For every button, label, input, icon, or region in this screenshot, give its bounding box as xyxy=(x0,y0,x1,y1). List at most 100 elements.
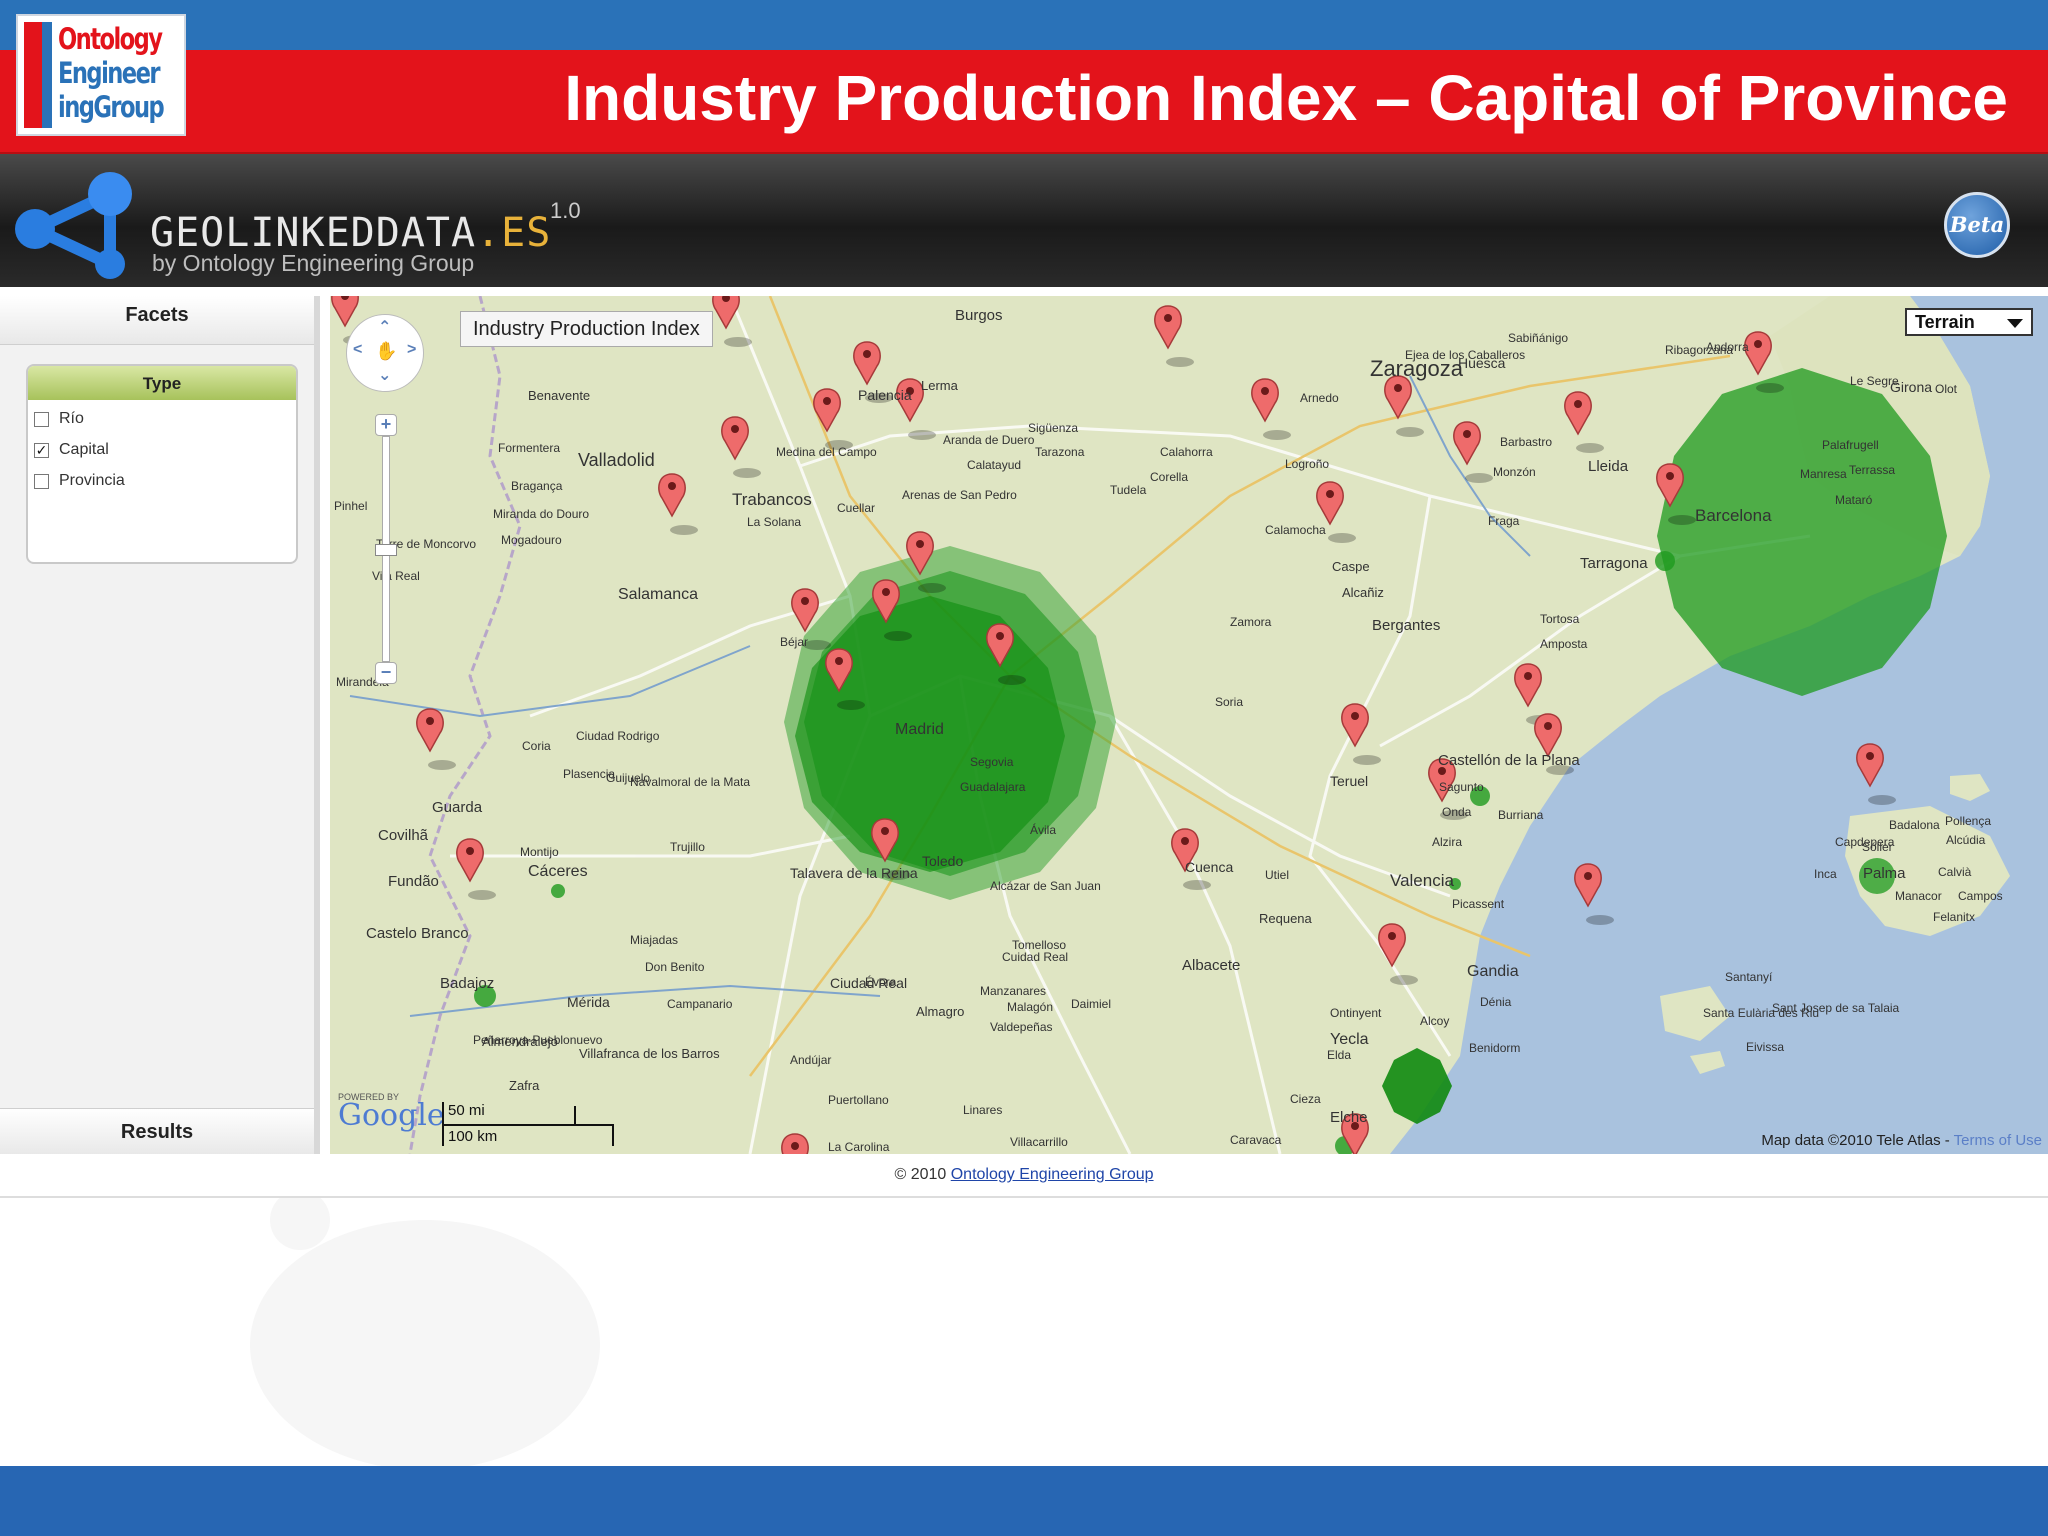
map-canvas[interactable]: Zaragoza Valladolid Barcelona Madrid Salaman… xyxy=(330,296,2048,1154)
capital-marker-pin-icon[interactable] xyxy=(721,416,761,478)
capital-marker-pin-icon[interactable] xyxy=(1341,1113,1381,1154)
city-label: Alcázar de San Juan xyxy=(990,879,1101,893)
capital-marker-pin-icon[interactable] xyxy=(781,1133,821,1154)
ipi-circle-castellon[interactable] xyxy=(1470,786,1490,806)
city-label: Tarragona xyxy=(1580,555,1648,572)
city-label: Calatayud xyxy=(967,458,1021,472)
results-header[interactable]: Results xyxy=(0,1108,314,1155)
capital-marker-pin-icon[interactable] xyxy=(896,378,936,440)
city-label: Zaragoza xyxy=(1370,356,1464,381)
capital-marker-pin-icon[interactable] xyxy=(872,579,912,641)
ipi-circles xyxy=(474,368,1947,1154)
city-label: Huesca xyxy=(1458,355,1506,371)
map-type-dropdown[interactable]: Terrain xyxy=(1905,308,2033,336)
capital-marker-pin-icon[interactable] xyxy=(871,818,911,880)
capital-marker-pin-icon[interactable] xyxy=(1534,713,1574,775)
pan-right-icon[interactable]: > xyxy=(407,341,417,358)
checkbox-rio[interactable] xyxy=(34,411,49,427)
capital-marker-pin-icon[interactable] xyxy=(1378,923,1418,985)
map-type-value: Terrain xyxy=(1915,312,1975,332)
facet-option-provincia[interactable]: Provincia xyxy=(34,468,125,494)
city-label: Torre de Moncorvo xyxy=(376,537,476,551)
logo-line-2: Engineer xyxy=(58,56,161,90)
capital-marker-pin-icon[interactable] xyxy=(416,708,456,770)
facet-type-title[interactable]: Type xyxy=(28,366,296,400)
ipi-circle-palma[interactable] xyxy=(1859,858,1895,894)
zoom-out-button[interactable]: − xyxy=(375,662,397,684)
city-label: Albacete xyxy=(1182,957,1240,974)
zoom-control[interactable]: + − xyxy=(375,414,397,684)
city-label: Manacor xyxy=(1895,889,1942,903)
capital-marker-pin-icon[interactable] xyxy=(1574,863,1614,925)
city-label: Almendralejo xyxy=(482,1034,558,1049)
footer-oeg-link[interactable]: Ontology Engineering Group xyxy=(950,1166,1154,1183)
city-label: Burriana xyxy=(1498,808,1544,822)
ipi-circle-barcelona[interactable] xyxy=(1657,368,1947,696)
pan-left-icon[interactable]: < xyxy=(353,341,363,358)
ipi-circle-caceres[interactable] xyxy=(551,884,565,898)
capital-marker-pin-icon[interactable] xyxy=(456,838,496,900)
city-label: Calamocha xyxy=(1265,523,1326,537)
capital-marker-pin-icon[interactable] xyxy=(1171,828,1211,890)
city-label: Palafrugell xyxy=(1822,438,1879,452)
city-label: Peñarroya-Pueblonuevo xyxy=(473,1033,603,1047)
city-label: Zafra xyxy=(509,1078,540,1093)
facet-option-capital[interactable]: ✓ Capital xyxy=(34,437,109,463)
city-label: Malagón xyxy=(1007,1000,1053,1014)
capital-marker-pin-icon[interactable] xyxy=(791,588,831,650)
city-label: Eivissa xyxy=(1746,1040,1784,1054)
pan-up-icon[interactable]: ⌃ xyxy=(378,319,392,336)
city-label: Logroño xyxy=(1285,457,1329,471)
city-label: Tudela xyxy=(1110,483,1147,497)
capital-marker-pin-icon[interactable] xyxy=(1384,375,1424,437)
city-label: Badajoz xyxy=(440,975,494,992)
pan-down-icon[interactable]: ⌄ xyxy=(378,367,392,384)
scale-km: 100 km xyxy=(448,1128,498,1145)
linked-nodes-logo-icon xyxy=(15,172,132,279)
capital-marker-pin-icon[interactable] xyxy=(1856,743,1896,805)
facets-header[interactable]: Facets xyxy=(0,296,314,345)
map-view[interactable]: Zaragoza Valladolid Barcelona Madrid Salaman… xyxy=(330,296,2048,1154)
capital-marker-pin-icon[interactable] xyxy=(986,623,1026,685)
capital-marker-pin-icon[interactable] xyxy=(1744,331,1784,393)
facet-type-panel: Type Río ✓ Capital Provincia xyxy=(26,364,298,564)
capital-marker-pin-icon[interactable] xyxy=(1341,703,1381,765)
capital-marker-pin-icon[interactable] xyxy=(1564,391,1604,453)
capital-marker-pin-icon[interactable] xyxy=(1154,305,1194,367)
watermark-shape-small xyxy=(270,1190,330,1250)
city-label: Linares xyxy=(963,1103,1002,1117)
pan-control[interactable]: ⌃ < > ⌄ ✋ xyxy=(346,314,424,392)
capital-marker-pin-icon[interactable] xyxy=(906,531,946,593)
capital-marker-pin-icon[interactable] xyxy=(712,296,752,347)
checkbox-capital[interactable]: ✓ xyxy=(34,441,49,458)
city-label: Valencia xyxy=(1390,871,1454,890)
capital-marker-pin-icon[interactable] xyxy=(1251,378,1291,440)
hand-icon[interactable]: ✋ xyxy=(375,341,398,361)
city-label: Mérida xyxy=(567,994,610,1010)
capital-marker-pin-icon[interactable] xyxy=(853,341,893,403)
ipi-circle-tarragona[interactable] xyxy=(1655,551,1675,571)
zoom-slider-thumb[interactable] xyxy=(375,544,397,556)
ipi-circle-madrid-inner[interactable] xyxy=(795,596,1065,872)
city-label: La Solana xyxy=(747,515,801,529)
logo-blue-bar xyxy=(42,22,52,128)
checkbox-provincia[interactable] xyxy=(34,473,49,489)
terms-of-use-link[interactable]: Terms of Use xyxy=(1953,1132,2042,1149)
city-label: La Carolina xyxy=(828,1140,890,1154)
capital-marker-pin-icon[interactable] xyxy=(1453,421,1493,483)
facet-option-rio[interactable]: Río xyxy=(34,406,84,432)
city-label: Talavera de la Reina xyxy=(790,865,918,881)
capital-marker-pin-icon[interactable] xyxy=(658,473,698,535)
capital-marker-pin-icon[interactable] xyxy=(1316,481,1356,543)
capital-marker-pin-icon[interactable] xyxy=(813,388,853,450)
brand-name-text: GEOLINKEDDATA xyxy=(150,210,477,256)
ipi-circle-valencia[interactable] xyxy=(1449,878,1461,890)
ipi-circle-alicante[interactable] xyxy=(1382,1048,1452,1124)
capital-marker-pin-icon[interactable] xyxy=(825,648,865,710)
capital-marker-pin-icon[interactable] xyxy=(1656,463,1696,525)
beta-badge: Beta xyxy=(1944,192,2010,258)
city-label: Alcoy xyxy=(1420,1014,1449,1028)
zoom-in-button[interactable]: + xyxy=(375,414,397,436)
capital-marker-pin-icon[interactable] xyxy=(1428,758,1468,820)
ipi-circle-badajoz[interactable] xyxy=(474,985,496,1007)
